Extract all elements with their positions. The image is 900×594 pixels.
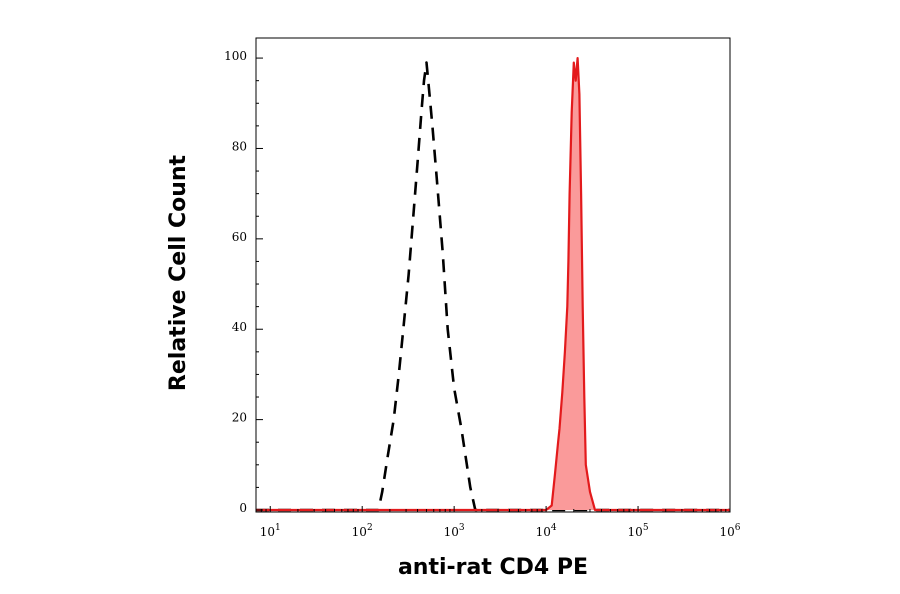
x-tick-label: 105 [628, 523, 649, 539]
ticks-layer: 0 20 40 60 80 100 101 102 103 104 105 106 [224, 49, 741, 539]
y-tick-label: 40 [232, 320, 247, 334]
x-tick-label: 104 [536, 523, 557, 539]
y-tick-label: 0 [239, 501, 247, 515]
x-tick-label: 101 [260, 523, 281, 539]
x-tick-label: 102 [352, 523, 373, 539]
series-1-area [256, 58, 730, 510]
x-axis-title: anti-rat CD4 PE [398, 555, 588, 580]
x-tick-label: 103 [444, 523, 465, 539]
y-tick-label: 80 [232, 139, 247, 153]
plot-frame [255, 37, 731, 513]
series-1-line [256, 57, 730, 512]
y-axis-title: Relative Cell Count [166, 154, 191, 391]
y-tick-label: 60 [232, 230, 247, 244]
series-0-line [256, 61, 730, 512]
y-tick-label: 20 [232, 411, 247, 425]
y-tick-label: 100 [224, 49, 247, 63]
series-layer [256, 57, 730, 512]
x-tick-label: 106 [719, 523, 740, 539]
